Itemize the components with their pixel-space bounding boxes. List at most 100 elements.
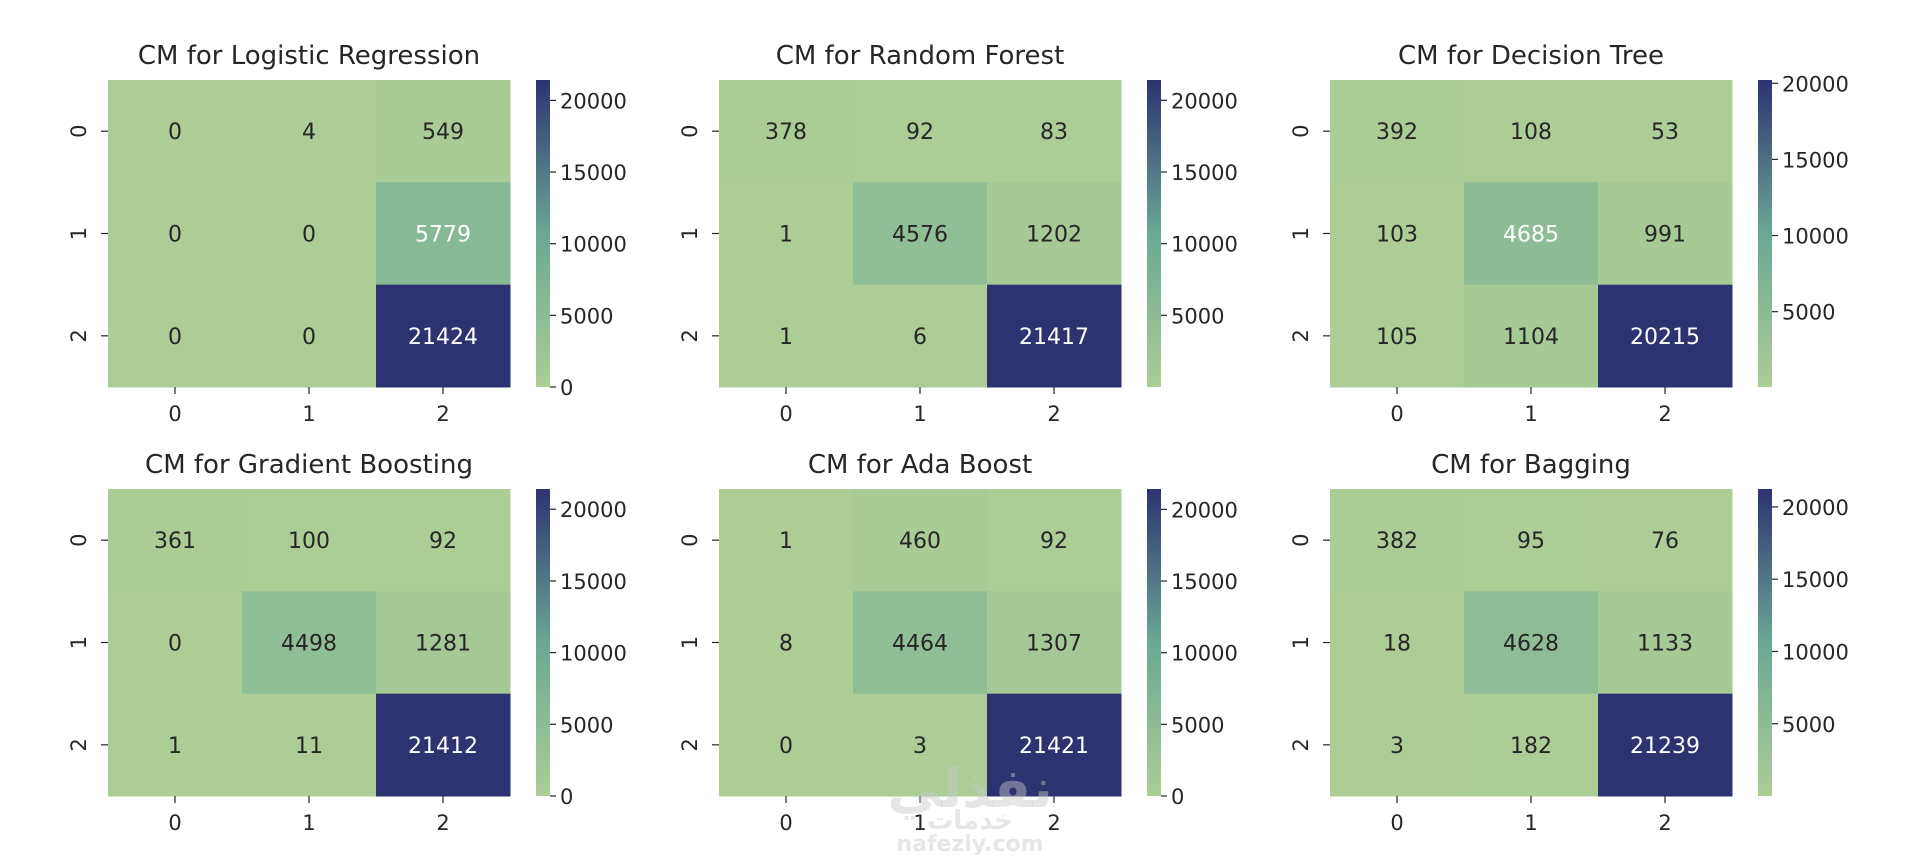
- heatmap-cell: [1330, 284, 1465, 388]
- colorbar-tick-label: 10000: [560, 233, 627, 257]
- cell-value-label: 4498: [281, 632, 337, 657]
- heatmap-cell: [108, 591, 243, 695]
- heatmap-cell: [1598, 489, 1733, 592]
- heatmap-cell: [1464, 591, 1599, 695]
- heatmap-cell: [987, 693, 1122, 797]
- x-tick-label: 2: [436, 811, 449, 835]
- heatmap-cell: [242, 80, 377, 183]
- heatmap-cell: [1464, 489, 1599, 592]
- heatmap-cell: [1598, 591, 1733, 695]
- cell-value-label: 4685: [1503, 223, 1559, 248]
- heatmap-cell: [853, 591, 988, 695]
- colorbar-tick-label: 15000: [1782, 148, 1849, 172]
- heatmap-cell: [242, 182, 377, 286]
- cell-value-label: 0: [168, 223, 182, 248]
- x-tick-label: 2: [1047, 811, 1060, 835]
- cell-value-label: 105: [1376, 325, 1418, 350]
- y-tick-label: 2: [1289, 329, 1313, 342]
- cell-value-label: 95: [1517, 529, 1545, 554]
- cell-value-label: 392: [1376, 120, 1418, 145]
- cell-value-label: 0: [302, 325, 316, 350]
- heatmap-cell: [376, 284, 511, 388]
- cell-value-label: 4628: [1503, 632, 1559, 657]
- colorbar-tick-label: 15000: [1171, 161, 1238, 185]
- y-tick-label: 2: [678, 329, 702, 342]
- colorbar-tick-label: 5000: [560, 713, 613, 737]
- cell-value-label: 4: [302, 120, 316, 145]
- cell-value-label: 3: [913, 734, 927, 759]
- heatmap-cell: [987, 182, 1122, 286]
- cell-value-label: 1: [779, 529, 793, 554]
- cell-value-label: 3: [1390, 734, 1404, 759]
- colorbar-tick-label: 5000: [1171, 304, 1224, 328]
- cell-value-label: 1307: [1026, 632, 1082, 657]
- heatmap-cell: [376, 489, 511, 592]
- colorbar-tick-label: 15000: [1782, 568, 1849, 592]
- x-tick-label: 0: [1390, 811, 1403, 835]
- cell-value-label: 0: [168, 120, 182, 145]
- chart-title: CM for Random Forest: [776, 41, 1065, 71]
- x-tick-label: 1: [302, 811, 315, 835]
- cell-value-label: 21424: [408, 325, 478, 350]
- colorbar-tick-label: 5000: [1171, 713, 1224, 737]
- heatmap-cell: [853, 80, 988, 183]
- cell-value-label: 76: [1651, 529, 1679, 554]
- colorbar-tick-label: 0: [560, 785, 573, 809]
- chart-title: CM for Ada Boost: [808, 450, 1032, 480]
- heatmap-cell: [1464, 284, 1599, 388]
- cell-value-label: 21239: [1630, 734, 1700, 759]
- cell-value-label: 8: [779, 632, 793, 657]
- heatmap-cell: [1464, 693, 1599, 797]
- heatmap-cell: [1330, 489, 1465, 592]
- cell-value-label: 1133: [1637, 632, 1693, 657]
- x-tick-label: 1: [1524, 402, 1537, 426]
- y-tick-label: 1: [67, 227, 91, 240]
- y-tick-label: 0: [67, 124, 91, 137]
- colorbar: [1147, 489, 1161, 796]
- heatmap-cell: [1464, 80, 1599, 183]
- cell-value-label: 460: [899, 529, 941, 554]
- colorbar-tick-label: 15000: [1171, 570, 1238, 594]
- x-tick-label: 1: [913, 811, 926, 835]
- colorbar: [536, 489, 550, 796]
- y-tick-label: 2: [678, 738, 702, 751]
- colorbar-tick-label: 20000: [560, 89, 627, 113]
- heatmap-cell: [719, 693, 854, 797]
- x-tick-label: 1: [913, 402, 926, 426]
- y-tick-label: 2: [67, 329, 91, 342]
- cell-value-label: 1202: [1026, 223, 1082, 248]
- y-tick-label: 2: [1289, 738, 1313, 751]
- y-tick-label: 2: [67, 738, 91, 751]
- chart-title: CM for Bagging: [1431, 450, 1631, 480]
- colorbar-tick-label: 20000: [1782, 72, 1849, 96]
- colorbar-tick-label: 0: [1171, 785, 1184, 809]
- heatmap-cell: [108, 284, 243, 388]
- y-tick-label: 0: [1289, 124, 1313, 137]
- cell-value-label: 382: [1376, 529, 1418, 554]
- heatmap-cell: [719, 80, 854, 183]
- x-tick-label: 1: [302, 402, 315, 426]
- x-tick-label: 2: [1658, 402, 1671, 426]
- heatmap-cell: [376, 182, 511, 286]
- cell-value-label: 100: [288, 529, 330, 554]
- y-tick-label: 1: [1289, 227, 1313, 240]
- cell-value-label: 21417: [1019, 325, 1089, 350]
- heatmap-cell: [719, 182, 854, 286]
- heatmap-cell: [108, 182, 243, 286]
- y-tick-label: 0: [1289, 533, 1313, 546]
- cell-value-label: 361: [154, 529, 196, 554]
- y-tick-label: 1: [678, 636, 702, 649]
- heatmap-cell: [108, 693, 243, 797]
- heatmap-cell: [242, 591, 377, 695]
- heatmap-cell: [987, 489, 1122, 592]
- cell-value-label: 5779: [415, 223, 471, 248]
- colorbar-tick-label: 20000: [560, 498, 627, 522]
- colorbar-tick-label: 20000: [1171, 498, 1238, 522]
- cell-value-label: 1281: [415, 632, 471, 657]
- y-tick-label: 1: [1289, 636, 1313, 649]
- colorbar: [1758, 489, 1772, 796]
- heatmap-cell: [853, 284, 988, 388]
- cell-value-label: 92: [906, 120, 934, 145]
- heatmap-cell: [108, 489, 243, 592]
